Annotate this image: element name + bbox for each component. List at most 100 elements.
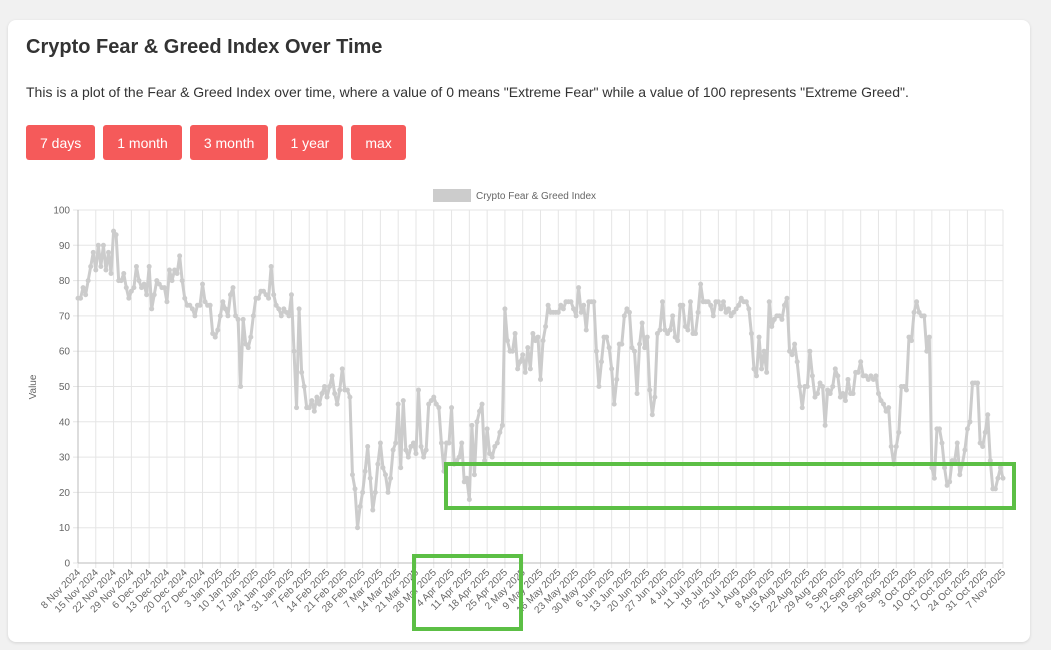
data-point <box>936 426 942 432</box>
data-point <box>461 479 467 485</box>
data-point <box>321 384 327 389</box>
data-point <box>113 232 119 238</box>
data-point <box>954 440 960 446</box>
data-point <box>746 306 752 312</box>
data-point <box>393 440 399 446</box>
data-point <box>530 331 536 337</box>
data-point <box>789 352 795 358</box>
data-point <box>510 348 516 354</box>
data-point <box>487 451 493 457</box>
data-point <box>266 295 272 301</box>
data-point <box>893 444 899 450</box>
y-tick-label: 20 <box>59 488 71 499</box>
data-point <box>649 412 655 418</box>
data-point <box>372 489 378 495</box>
data-point <box>911 309 917 315</box>
data-point <box>329 373 335 379</box>
data-point <box>710 313 716 319</box>
data-point <box>642 345 648 351</box>
data-point <box>873 373 879 379</box>
data-point <box>840 391 846 397</box>
range-button[interactable]: 3 month <box>189 125 269 160</box>
data-point <box>466 496 472 502</box>
data-point <box>189 306 195 312</box>
data-point <box>985 412 991 418</box>
y-tick-label: 40 <box>59 417 71 428</box>
data-point <box>578 309 584 315</box>
data-point <box>929 465 935 471</box>
data-point <box>108 271 114 277</box>
data-point <box>202 299 208 305</box>
y-tick-label: 80 <box>59 276 71 287</box>
data-point <box>408 444 414 450</box>
data-point <box>858 359 864 365</box>
range-button[interactable]: 1 month <box>103 125 182 160</box>
legend-swatch <box>433 189 471 202</box>
data-point <box>855 369 861 375</box>
data-point <box>431 394 437 400</box>
data-point <box>215 327 221 333</box>
data-point <box>217 313 223 319</box>
data-point <box>926 334 932 340</box>
data-point <box>670 313 676 319</box>
range-button[interactable]: 1 year <box>276 125 344 160</box>
data-point <box>273 302 279 308</box>
data-point <box>682 323 688 329</box>
data-point <box>126 295 132 301</box>
data-point <box>604 334 610 340</box>
data-point <box>832 366 838 372</box>
data-point <box>240 316 246 322</box>
data-point <box>995 475 1001 481</box>
data-point <box>632 348 638 354</box>
data-point <box>502 306 508 312</box>
data-point <box>896 429 902 435</box>
data-point <box>362 468 368 474</box>
data-point <box>708 302 714 308</box>
data-point <box>878 398 884 404</box>
data-point <box>723 309 729 315</box>
data-point <box>914 299 920 305</box>
data-point <box>807 348 813 354</box>
card: Crypto Fear & Greed Index Over Time This… <box>8 20 1030 642</box>
data-point <box>982 429 988 435</box>
data-point <box>433 401 439 407</box>
data-point <box>497 429 503 435</box>
data-point <box>555 309 561 315</box>
data-point <box>754 373 760 379</box>
data-point <box>654 331 660 337</box>
data-point <box>672 334 678 340</box>
data-point <box>888 444 894 450</box>
data-point <box>909 338 915 344</box>
data-point <box>344 387 350 393</box>
data-point <box>812 394 818 400</box>
range-button[interactable]: 7 days <box>26 125 96 160</box>
data-point <box>771 316 777 322</box>
data-point <box>560 306 566 312</box>
data-point <box>776 313 782 319</box>
data-point <box>868 373 874 379</box>
data-point <box>809 373 815 379</box>
data-point <box>685 327 691 333</box>
data-point <box>571 306 577 312</box>
data-point <box>535 334 541 340</box>
data-point <box>400 398 406 404</box>
data-point <box>733 306 739 312</box>
data-point <box>822 422 828 428</box>
data-point <box>761 348 767 354</box>
data-point <box>319 391 325 397</box>
data-point <box>718 306 724 312</box>
data-point <box>118 278 124 284</box>
data-point <box>93 267 99 273</box>
data-point <box>299 369 305 375</box>
data-point <box>426 401 432 407</box>
data-point <box>665 331 671 337</box>
data-point <box>675 338 681 344</box>
data-point <box>306 405 312 411</box>
data-point <box>863 373 869 379</box>
data-point <box>736 302 742 308</box>
range-button[interactable]: max <box>351 125 406 160</box>
data-point <box>469 422 475 428</box>
data-point <box>111 228 117 234</box>
data-point <box>103 267 109 273</box>
